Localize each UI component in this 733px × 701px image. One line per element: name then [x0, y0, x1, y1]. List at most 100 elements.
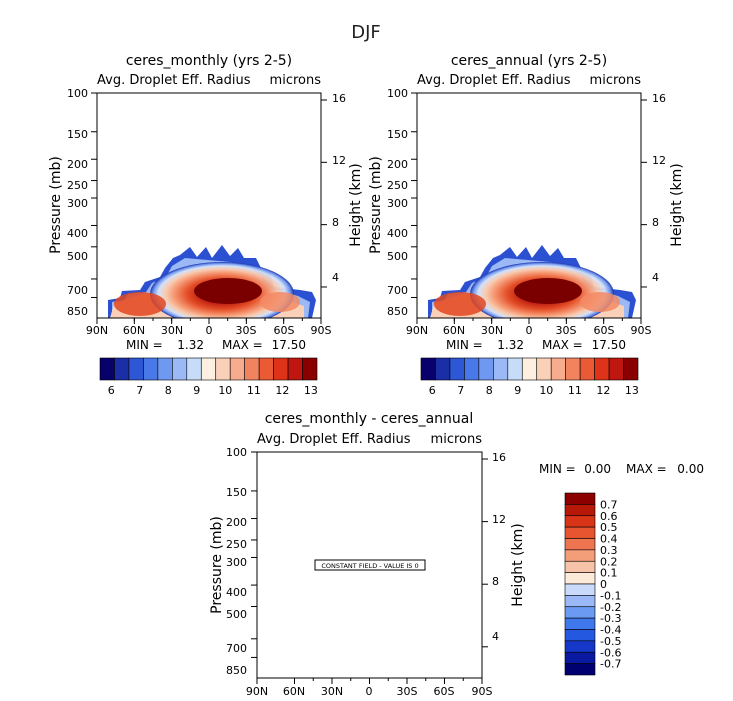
colorbar-swatch: [579, 357, 595, 381]
field-shading: [108, 245, 316, 318]
tick-marks: [411, 92, 647, 324]
variable-label: Avg. Droplet Eff. Radius: [257, 432, 411, 447]
colorbar-swatch: [420, 357, 436, 381]
colorbar-swatch: [564, 640, 596, 653]
colorbar-label: 10: [539, 384, 553, 397]
colorbar-swatch: [564, 651, 596, 664]
x-tick-label: 30N: [161, 324, 183, 337]
colorbar-swatch: [564, 606, 596, 619]
panel-difference: ceres_monthly - ceres_annual Avg. Drople…: [209, 411, 704, 698]
x-tick-label: 30N: [321, 685, 343, 698]
colorbar-swatch: [143, 357, 159, 381]
x-tick-label: 30N: [481, 324, 503, 337]
y-tick-label: 700: [387, 284, 408, 297]
max-label: MAX =: [222, 338, 263, 352]
colorbar-swatch: [172, 357, 188, 381]
y-tick-label: 850: [387, 305, 408, 318]
colorbar-swatch: [564, 629, 596, 642]
colorbar-vertical: 0.70.60.50.40.30.20.10-0.1-0.2-0.3-0.4-0…: [564, 492, 621, 676]
y-tick-label: 150: [226, 486, 247, 499]
y-right-tick-label: 4: [492, 630, 499, 643]
colorbar-label: 8: [486, 384, 493, 397]
y-tick-label: 150: [67, 128, 88, 141]
y-right-tick-label: 16: [652, 92, 666, 105]
max-value: 17.50: [272, 338, 306, 352]
max-label: MAX =: [542, 338, 583, 352]
y-tick-label: 200: [67, 158, 88, 171]
y-right-tick-label: 4: [652, 271, 659, 284]
colorbar-label: 0.7: [600, 498, 618, 511]
x-tick-label: 30S: [236, 324, 257, 337]
y-right-tick-label: 12: [652, 154, 666, 167]
x-tick-label: 90N: [246, 685, 268, 698]
colorbar-label: 0.6: [600, 510, 618, 523]
colorbar-swatch: [594, 357, 610, 381]
colorbar-swatch: [114, 357, 130, 381]
y-axis-label: Pressure (mb): [48, 156, 64, 254]
colorbar-label: 10: [218, 384, 232, 397]
panel-title: ceres_monthly (yrs 2-5): [126, 53, 292, 69]
x-tick-label: 0: [206, 324, 213, 337]
colorbar-swatch: [449, 357, 465, 381]
y-tick-label: 500: [387, 250, 408, 263]
colorbar-swatch: [215, 357, 231, 381]
colorbar-label: -0.5: [600, 635, 621, 648]
colorbar-swatch: [507, 357, 523, 381]
tick-marks: [251, 451, 488, 684]
y-right-tick-label: 4: [332, 271, 339, 284]
colorbar-swatch: [564, 504, 596, 517]
y-tick-label: 700: [226, 642, 247, 655]
y-axis-label: Pressure (mb): [368, 156, 384, 254]
colorbar-swatch: [564, 538, 596, 551]
variable-label: Avg. Droplet Eff. Radius: [97, 73, 251, 88]
y-right-axis-label: Height (km): [669, 163, 685, 246]
colorbar-swatch: [435, 357, 451, 381]
colorbar-label: 0.3: [600, 544, 618, 557]
y-tick-label: 500: [226, 608, 247, 621]
units-label: microns: [270, 73, 322, 88]
colorbar-swatch: [564, 515, 596, 528]
colorbar-label: 9: [193, 384, 200, 397]
y-tick-label: 700: [67, 284, 88, 297]
x-tick-label: 30S: [397, 685, 418, 698]
x-tick-label: 0: [366, 685, 373, 698]
y-tick-label: 400: [387, 227, 408, 240]
y-right-tick-label: 8: [652, 216, 659, 229]
max-value: 17.50: [592, 338, 626, 352]
colorbar-label: 12: [596, 384, 610, 397]
colorbar: 6 7 8 9 10 11 12 13: [99, 357, 318, 397]
colorbar-swatch: [287, 357, 303, 381]
max-label: MAX =: [626, 462, 667, 476]
y-right-tick-label: 16: [332, 92, 346, 105]
min-label: MIN =: [446, 338, 483, 352]
tick-marks: [91, 92, 327, 324]
colorbar-swatch: [99, 357, 115, 381]
y-tick-label: 100: [387, 87, 408, 100]
colorbar-swatch: [564, 560, 596, 573]
constant-field-annotation: CONSTANT FIELD - VALUE IS 0: [321, 562, 418, 570]
colorbar-swatch: [564, 492, 596, 505]
colorbar-label: -0.1: [600, 589, 621, 602]
x-tick-label: 0: [526, 324, 533, 337]
y-tick-label: 850: [67, 305, 88, 318]
min-value: 1.32: [497, 338, 524, 352]
colorbar-swatch: [157, 357, 173, 381]
panel-annual: ceres_annual (yrs 2-5) Avg. Droplet Eff.…: [368, 53, 685, 397]
field-secondary: [114, 292, 166, 316]
colorbar-swatch: [565, 357, 581, 381]
colorbar-label: 11: [247, 384, 261, 397]
panel-monthly: ceres_monthly (yrs 2-5) Avg. Droplet Eff…: [48, 53, 364, 397]
colorbar-label: -0.7: [600, 658, 621, 671]
y-tick-label: 300: [387, 197, 408, 210]
y-tick-label: 200: [387, 158, 408, 171]
colorbar-swatch: [273, 357, 289, 381]
y-right-tick-label: 12: [332, 154, 346, 167]
y-right-axis-label: Height (km): [348, 163, 364, 246]
colorbar-swatch: [564, 526, 596, 539]
y-tick-label: 250: [387, 179, 408, 192]
colorbar-swatch: [302, 357, 318, 381]
colorbar-swatch: [478, 357, 494, 381]
colorbar-label: 8: [165, 384, 172, 397]
colorbar-label: -0.2: [600, 601, 621, 614]
field-max: [514, 278, 582, 304]
